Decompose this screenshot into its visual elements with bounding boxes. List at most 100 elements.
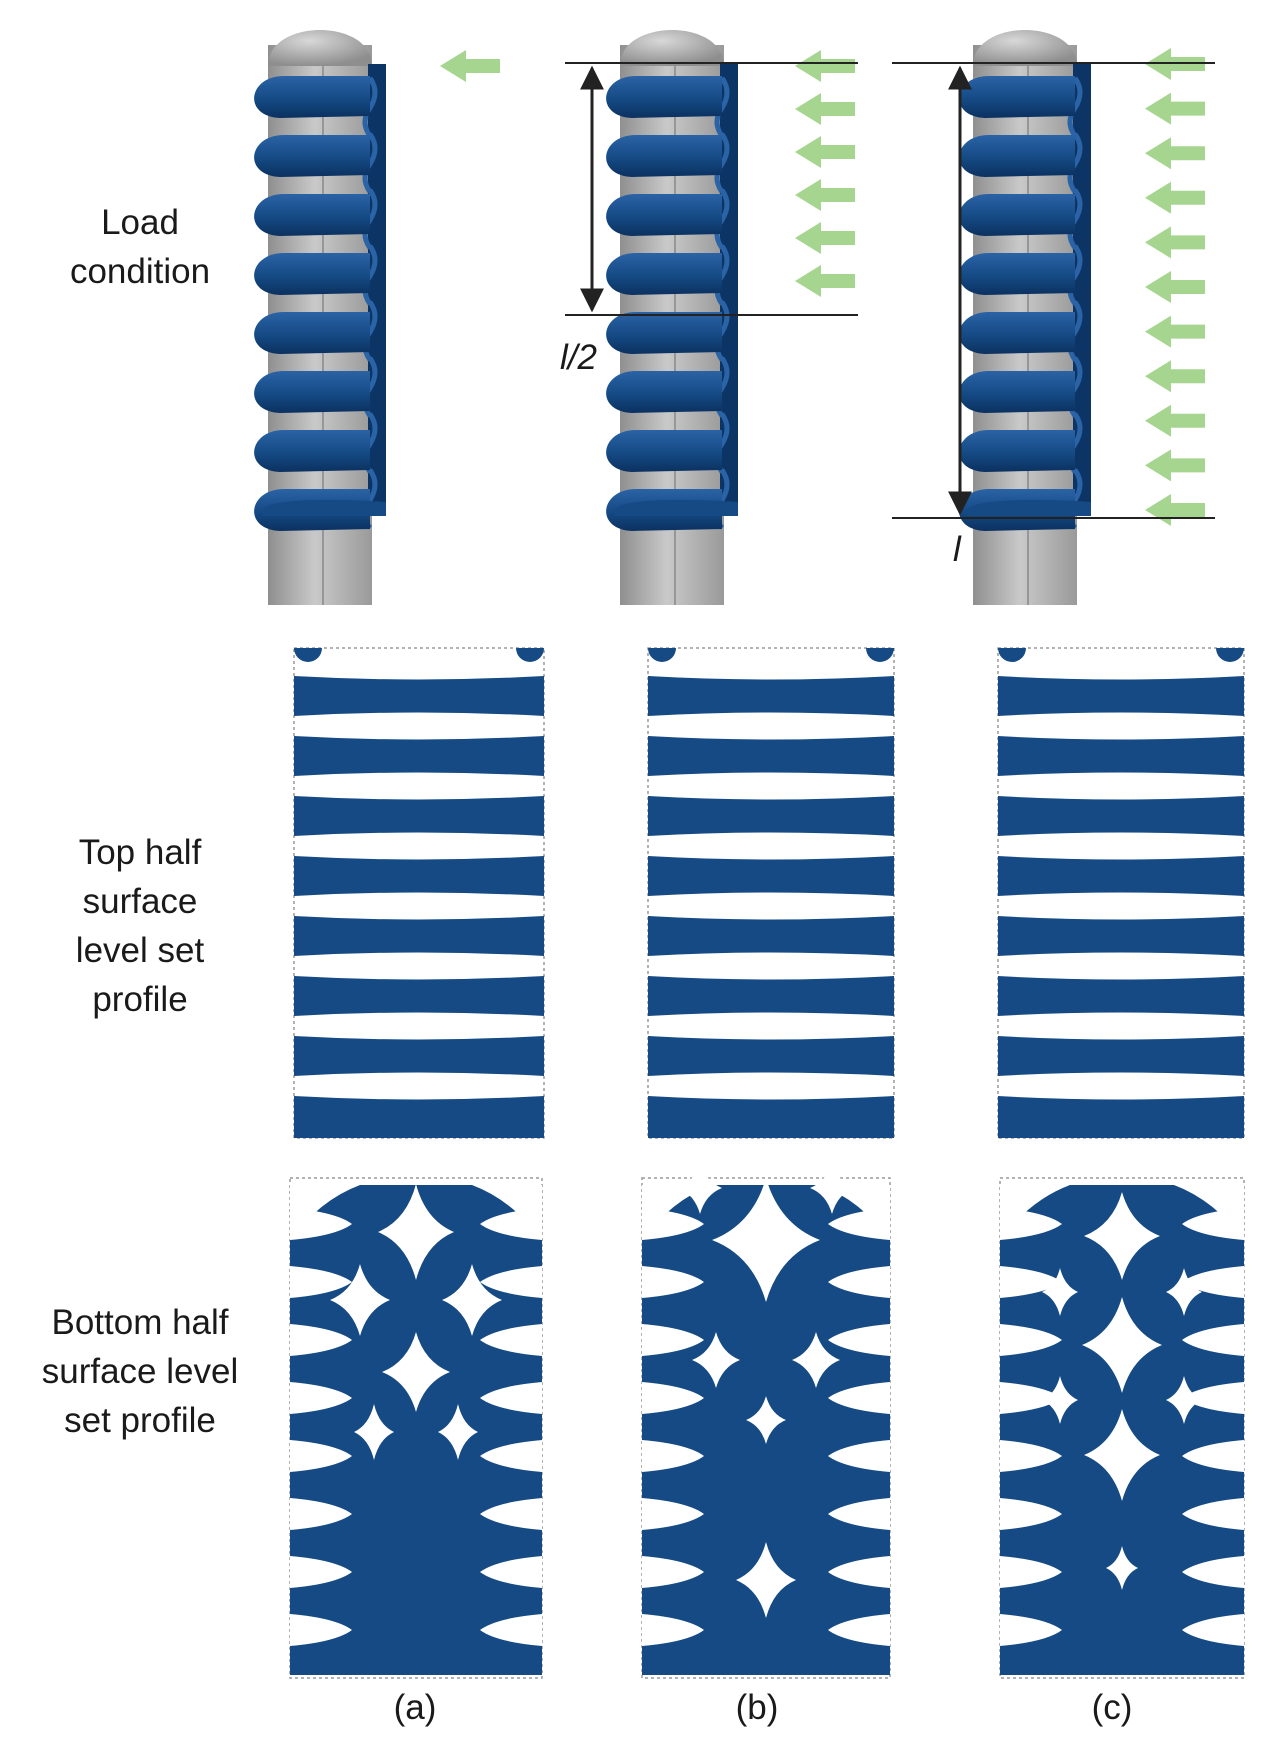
load-arrow [1145, 494, 1205, 526]
load-arrow [795, 93, 855, 125]
row-label-top-half: Top half surface level set profile [10, 828, 270, 1024]
profile-band [998, 1036, 1244, 1076]
lattice-slot [480, 1556, 542, 1588]
row-label-line: Load [101, 203, 179, 242]
profile-band [648, 736, 894, 776]
bottom-half-profile-row [289, 1162, 1245, 1679]
lattice-hole [1084, 1409, 1160, 1501]
lattice-hole [1106, 1546, 1138, 1590]
implant-rib [606, 253, 722, 295]
load-arrow [1145, 92, 1205, 125]
lattice-hole [792, 1332, 840, 1388]
row-label-line: condition [69, 252, 211, 291]
implant-rib [606, 76, 722, 118]
implant-rib [254, 194, 370, 236]
row-label-line: Top half [78, 833, 202, 872]
lattice-slot [290, 1324, 352, 1356]
implant-rib [606, 135, 722, 177]
implant-rib [254, 312, 370, 354]
lattice-slot [1000, 1440, 1062, 1472]
profile-band [294, 796, 544, 836]
lattice-slot [828, 1498, 890, 1530]
column-label-c: (c) [1091, 1688, 1133, 1727]
profile-band [648, 796, 894, 836]
load-arrow [1145, 315, 1205, 348]
top-half-panel [647, 647, 895, 1139]
lattice-hole [378, 1184, 454, 1280]
lattice-slot [290, 1556, 352, 1588]
implant-model [254, 30, 386, 605]
profile-base [648, 1130, 894, 1138]
row-label-line: surface [82, 882, 198, 921]
lattice-slot [480, 1382, 542, 1414]
load-arrow [1145, 226, 1205, 259]
profile-band [294, 1036, 544, 1076]
profile-band [648, 856, 894, 896]
lattice-hole [382, 1332, 450, 1412]
corner-node [998, 648, 1026, 662]
implant-rib [959, 312, 1075, 354]
lattice-slot [642, 1498, 704, 1530]
lattice-slot [1000, 1324, 1062, 1356]
lattice-slot [828, 1556, 890, 1588]
profile-band [648, 916, 894, 956]
profile-band [294, 736, 544, 776]
lattice-slot [1000, 1556, 1062, 1588]
implant-head [268, 30, 372, 66]
load-condition-row [254, 30, 1215, 605]
lattice-slot [828, 1382, 890, 1414]
bottom-half-panel [999, 1177, 1245, 1679]
profile-band [648, 976, 894, 1016]
corner-node [648, 648, 676, 662]
lattice-spine [1073, 64, 1091, 514]
load-arrow [1145, 449, 1205, 482]
lattice-hole [692, 1332, 740, 1388]
profile-band [294, 856, 544, 896]
column-label-a: (a) [393, 1688, 437, 1727]
implant-rib [959, 194, 1075, 236]
lattice-hole [746, 1396, 786, 1444]
load-arrow [1145, 271, 1205, 303]
load-arrow [795, 222, 855, 254]
profile-band [998, 916, 1244, 956]
lattice-slot [828, 1440, 890, 1472]
lattice-slot [1000, 1266, 1062, 1298]
lattice-slot [290, 1614, 352, 1646]
lattice-corner [1000, 1185, 1070, 1240]
profile-band [648, 1096, 894, 1136]
load-arrow [795, 265, 855, 297]
implant-rib [959, 76, 1075, 118]
implant-model [606, 30, 738, 605]
top-half-panel [293, 647, 545, 1139]
bottom-half-panel [289, 1177, 543, 1679]
implant-rib [254, 253, 370, 295]
lattice-slot [1182, 1498, 1244, 1530]
implant-base-ring [967, 499, 1091, 516]
implant-rib [959, 253, 1075, 295]
implant-rib [959, 430, 1075, 472]
lattice-corner [642, 1185, 712, 1240]
lattice-hole [330, 1264, 390, 1336]
load-arrow [1145, 137, 1205, 170]
load-arrow [1145, 360, 1205, 393]
implant-rib [254, 135, 370, 177]
implant-base-ring [262, 499, 386, 516]
lattice-slot [1182, 1440, 1244, 1472]
lattice-spine [368, 64, 386, 514]
profile-band [294, 916, 544, 956]
lattice-hole [438, 1404, 478, 1460]
row-label-line: surface level [41, 1352, 239, 1391]
lattice-slot [1182, 1382, 1244, 1414]
profile-band [648, 676, 894, 716]
lattice-slot [290, 1498, 352, 1530]
lattice-slot [642, 1324, 704, 1356]
lattice-slot [480, 1440, 542, 1472]
profile-band [294, 676, 544, 716]
implant-head [620, 30, 724, 66]
dimension-label-full: l [953, 530, 961, 569]
lattice-hole [1166, 1376, 1202, 1424]
corner-node [294, 648, 322, 662]
profile-band [294, 976, 544, 1016]
lattice-hole [1166, 1268, 1202, 1316]
implant-rib [606, 371, 722, 413]
